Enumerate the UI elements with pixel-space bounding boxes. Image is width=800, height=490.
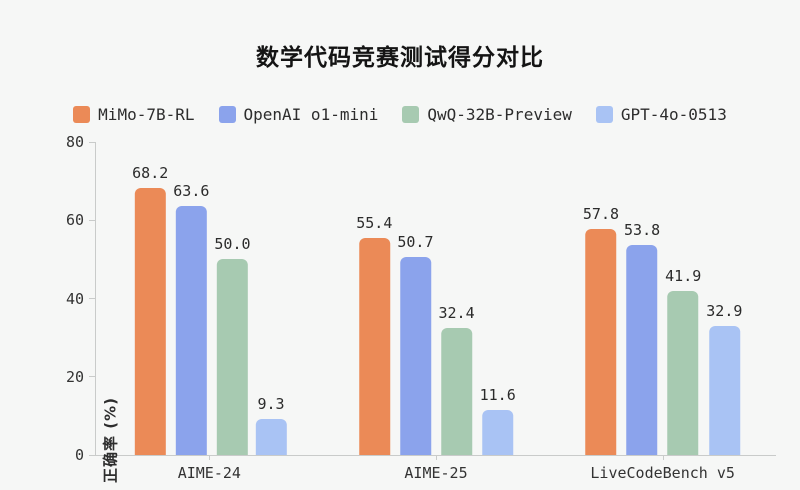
y-tick-mark bbox=[89, 454, 95, 456]
legend-label: OpenAI o1-mini bbox=[243, 105, 379, 124]
bar-mimo-7b-rl bbox=[134, 188, 166, 455]
plot-area: 正确率 (%) 0 20 40 60 80 68.2 63.6 50.0 9.3 AIME-24 5… bbox=[66, 133, 776, 483]
legend-label: QwQ-32B-Preview bbox=[427, 105, 572, 124]
legend-item-gpt-4o-0513: GPT-4o-0513 bbox=[595, 105, 727, 124]
bar-column: 50.0 bbox=[214, 235, 251, 455]
bar-value-label: 9.3 bbox=[257, 394, 285, 413]
legend-item-openai-o1-mini: OpenAI o1-mini bbox=[218, 105, 379, 124]
bar-column: 9.3 bbox=[255, 394, 287, 455]
bar-openai-o1-mini bbox=[399, 256, 431, 455]
legend-swatch-icon bbox=[218, 106, 236, 123]
y-tick-label: 20 bbox=[65, 367, 84, 386]
bar-value-label: 63.6 bbox=[173, 182, 210, 201]
legend-label: MiMo-7B-RL bbox=[98, 105, 195, 124]
x-tick-mark bbox=[436, 456, 437, 460]
bar-openai-o1-mini bbox=[175, 206, 207, 455]
bar-column: 50.7 bbox=[397, 232, 434, 455]
chart-title: 数学代码竞赛测试得分对比 bbox=[256, 45, 544, 71]
bar-mimo-7b-rl bbox=[358, 238, 390, 455]
bar-value-label: 50.7 bbox=[397, 232, 434, 251]
bar-group-livecodebench-v5: 57.8 53.8 41.9 32.9 bbox=[583, 142, 742, 455]
legend: MiMo-7B-RL OpenAI o1-mini QwQ-32B-Preview G… bbox=[0, 105, 800, 124]
bar-column: 55.4 bbox=[356, 214, 392, 455]
y-axis-title: 正确率 (%) bbox=[101, 397, 120, 483]
bar-gpt-4o-0513 bbox=[482, 409, 514, 455]
bar-group-aime-24: 68.2 63.6 50.0 9.3 bbox=[132, 142, 287, 455]
bar-value-label: 57.8 bbox=[582, 204, 620, 223]
bar-value-label: 53.8 bbox=[624, 220, 661, 239]
bar-value-label: 32.4 bbox=[438, 304, 475, 323]
legend-item-qwq-32b-preview: QwQ-32B-Preview bbox=[402, 105, 572, 124]
legend-swatch-icon bbox=[595, 106, 613, 123]
y-tick-label: 60 bbox=[65, 211, 84, 230]
legend-swatch-icon bbox=[402, 106, 420, 123]
x-tick-mark bbox=[209, 456, 211, 460]
x-tick-label: AIME-25 bbox=[404, 464, 468, 482]
bar-group-aime-25: 55.4 50.7 32.4 11.6 bbox=[356, 142, 516, 455]
bar-value-label: 55.4 bbox=[356, 214, 393, 233]
bar-column: 41.9 bbox=[665, 267, 701, 455]
bar-column: 63.6 bbox=[173, 182, 209, 455]
bar-column: 32.4 bbox=[439, 304, 475, 455]
bar-column: 53.8 bbox=[624, 221, 660, 455]
bar-openai-o1-mini bbox=[626, 244, 658, 455]
y-tick-label: 0 bbox=[74, 446, 84, 464]
legend-item-mimo-7b-rl: MiMo-7B-RL bbox=[73, 105, 195, 124]
bar-value-label: 68.2 bbox=[132, 164, 169, 183]
y-tick-label: 80 bbox=[65, 133, 84, 151]
bar-gpt-4o-0513 bbox=[708, 326, 740, 455]
y-tick-mark bbox=[89, 298, 95, 299]
y-tick-mark bbox=[89, 376, 95, 378]
bar-qwq-32b-preview bbox=[667, 291, 699, 455]
bar-column: 68.2 bbox=[132, 164, 168, 455]
y-tick-mark bbox=[89, 219, 95, 221]
bar-column: 32.9 bbox=[706, 302, 742, 455]
x-tick-label: AIME-24 bbox=[177, 464, 241, 482]
bar-value-label: 41.9 bbox=[665, 267, 702, 286]
y-tick-mark bbox=[89, 141, 95, 143]
bar-mimo-7b-rl bbox=[585, 228, 617, 455]
bar-value-label: 50.0 bbox=[214, 235, 251, 254]
bar-column: 57.8 bbox=[583, 205, 619, 455]
x-tick-mark bbox=[662, 456, 664, 460]
bar-qwq-32b-preview bbox=[441, 328, 473, 455]
x-tick-label: LiveCodeBench v5 bbox=[590, 464, 735, 482]
bar-qwq-32b-preview bbox=[216, 259, 248, 455]
bar-column: 11.6 bbox=[480, 386, 516, 455]
legend-swatch-icon bbox=[73, 106, 91, 123]
y-tick-label: 40 bbox=[65, 289, 84, 308]
bar-gpt-4o-0513 bbox=[255, 418, 287, 455]
bar-value-label: 11.6 bbox=[479, 385, 516, 404]
legend-label: GPT-4o-0513 bbox=[620, 105, 727, 124]
bar-value-label: 32.9 bbox=[706, 302, 743, 321]
